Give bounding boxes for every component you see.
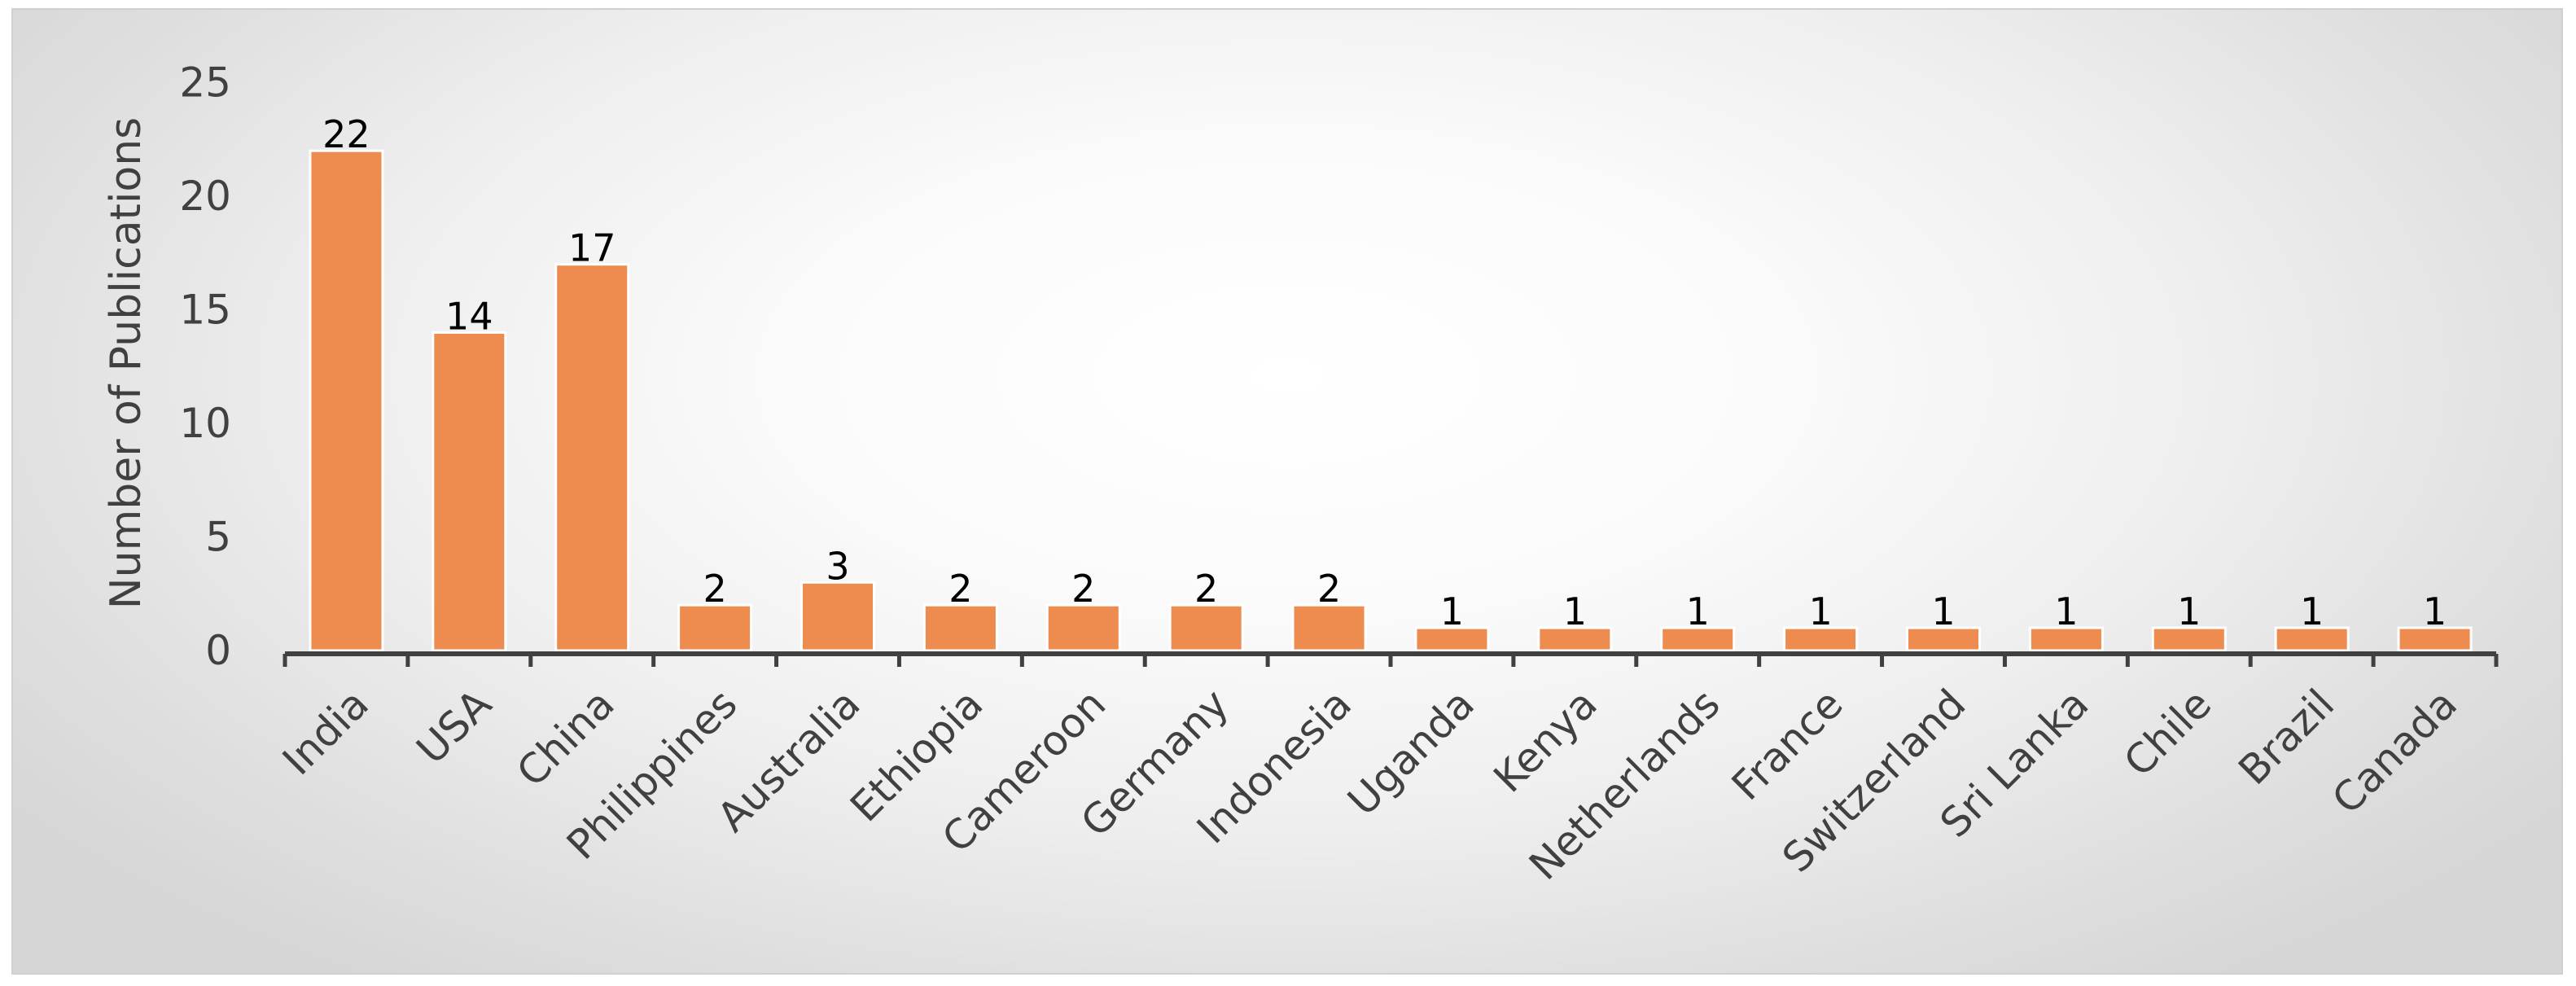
data-label-brazil: 1	[2300, 589, 2324, 633]
data-label-chile: 1	[2177, 589, 2201, 633]
y-tick-label-25: 25	[179, 59, 231, 107]
bar-switzerland	[1905, 626, 1982, 652]
x-tick-label-canada: Canada	[2323, 680, 2466, 823]
y-axis-title: Number of Publications	[102, 117, 151, 610]
bar-australia	[800, 581, 876, 652]
bar-kenya	[1537, 626, 1613, 652]
y-tick-label-10: 10	[179, 400, 231, 447]
bar-canada	[2397, 626, 2473, 652]
x-tick-label-chile: Chile	[2115, 680, 2221, 786]
data-label-usa: 14	[445, 294, 493, 338]
data-label-kenya: 1	[1563, 589, 1587, 633]
data-label-india: 22	[322, 112, 370, 156]
data-label-australia: 3	[826, 544, 849, 588]
bar-india	[309, 149, 384, 652]
data-label-indonesia: 2	[1317, 567, 1341, 611]
x-tick-label-uganda: Uganda	[1338, 680, 1483, 825]
bar-brazil	[2274, 626, 2350, 652]
data-label-uganda: 1	[1440, 589, 1464, 633]
x-tick-label-india: India	[274, 680, 378, 784]
data-label-netherlands: 1	[1686, 589, 1710, 633]
x-axis-labels: India USA ChinaPhilippinesAustraliaEthiopi…	[274, 680, 2466, 889]
y-tick-label-0: 0	[205, 627, 231, 674]
bar-france	[1783, 626, 1859, 652]
data-label-philippines: 2	[703, 567, 726, 611]
bar-uganda	[1414, 626, 1490, 652]
y-axis-ticks: 0 5 10 15 20 25	[179, 59, 231, 675]
data-label-france: 1	[1808, 589, 1832, 633]
data-label-ethiopia: 2	[948, 567, 972, 611]
x-tick-label-kenya: Kenya	[1485, 680, 1606, 801]
bar-netherlands	[1660, 626, 1736, 652]
bar-ethiopia	[922, 603, 998, 652]
bar-usa	[432, 331, 507, 652]
data-label-switzerland: 1	[1931, 589, 1955, 633]
y-tick-label-20: 20	[179, 173, 231, 220]
y-tick-label-5: 5	[205, 514, 231, 561]
bar-cameroon	[1045, 603, 1121, 652]
data-label-canada: 1	[2423, 589, 2447, 633]
bar-germany	[1168, 603, 1244, 652]
data-label-sri-lanka: 1	[2054, 589, 2078, 633]
y-tick-label-15: 15	[179, 287, 231, 334]
x-tick-label-brazil: Brazil	[2229, 680, 2343, 794]
x-tick-label-china: China	[508, 680, 624, 795]
bar-indonesia	[1291, 603, 1367, 652]
bars-group	[309, 149, 2473, 652]
data-label-germany: 2	[1194, 567, 1218, 611]
bar-philippines	[677, 603, 753, 652]
data-label-cameroon: 2	[1071, 567, 1095, 611]
x-tick-label-usa: USA	[408, 680, 501, 773]
bar-chile	[2151, 626, 2227, 652]
data-label-china: 17	[568, 226, 616, 270]
bar-sri-lanka	[2028, 626, 2104, 652]
bar-china	[554, 263, 630, 652]
x-axis	[283, 651, 2499, 667]
